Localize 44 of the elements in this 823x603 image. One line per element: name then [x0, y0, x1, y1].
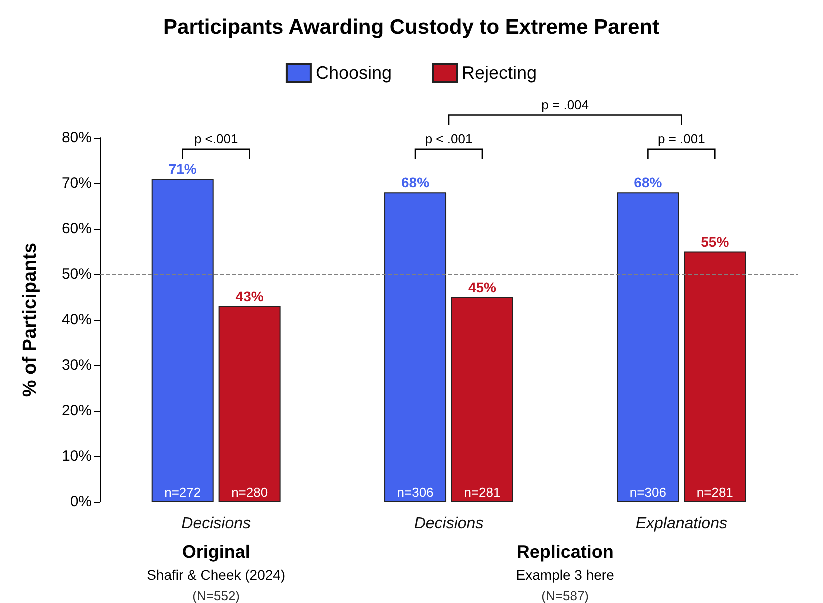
text: Shafir & Cheek (2024) — [147, 567, 286, 583]
y-tick-label: 20% — [62, 402, 92, 420]
data-label: 71% — [168, 160, 198, 177]
text: p = .004 — [542, 97, 590, 112]
y-tick-label: 60% — [62, 220, 92, 238]
annotation: n=280 — [232, 485, 268, 500]
y-tick-label: 70% — [62, 175, 92, 192]
text: Replication — [516, 542, 614, 562]
bar — [617, 192, 680, 502]
bar — [684, 252, 746, 502]
bar — [384, 192, 447, 502]
bar — [218, 306, 281, 502]
data-label: 68% — [634, 174, 663, 191]
annotation: p = .001 — [658, 131, 706, 146]
y-tick-label: 40% — [62, 312, 92, 328]
x-tick-label: Explanations — [636, 516, 728, 532]
annotation: n=272 — [164, 485, 202, 500]
bar — [152, 178, 214, 502]
y-axis-title: % of Participants — [20, 242, 41, 398]
text: Original — [182, 542, 250, 562]
legend-label: Choosing — [316, 63, 392, 83]
y-tick-label: 0% — [70, 494, 92, 510]
annotation: p < .001 — [425, 131, 473, 146]
y-tick-label: 80% — [62, 130, 92, 146]
text: Example 3 here — [516, 567, 615, 583]
legend-label: Rejecting — [462, 63, 538, 83]
annotation: n=306 — [397, 485, 434, 500]
chart-title: Participants Awarding Custody to Extreme Parent — [164, 16, 660, 39]
annotation: n=281 — [696, 485, 734, 500]
data-label: 55% — [701, 234, 730, 250]
annotation: n=281 — [464, 485, 501, 500]
annotation: n=306 — [630, 485, 666, 500]
data-label: 68% — [402, 174, 430, 191]
annotation: p <.001 — [194, 131, 238, 146]
x-tick-label: Decisions — [414, 516, 484, 532]
text: (N=587) — [542, 588, 589, 603]
x-tick-label: Decisions — [182, 516, 252, 532]
y-tick-label: 10% — [62, 448, 92, 465]
y-tick-label: 30% — [62, 357, 92, 374]
data-label: 43% — [236, 288, 264, 304]
bar — [451, 297, 514, 502]
y-tick-label: 50% — [62, 266, 92, 283]
text: (N=552) — [192, 588, 240, 603]
data-label: 45% — [468, 279, 498, 296]
